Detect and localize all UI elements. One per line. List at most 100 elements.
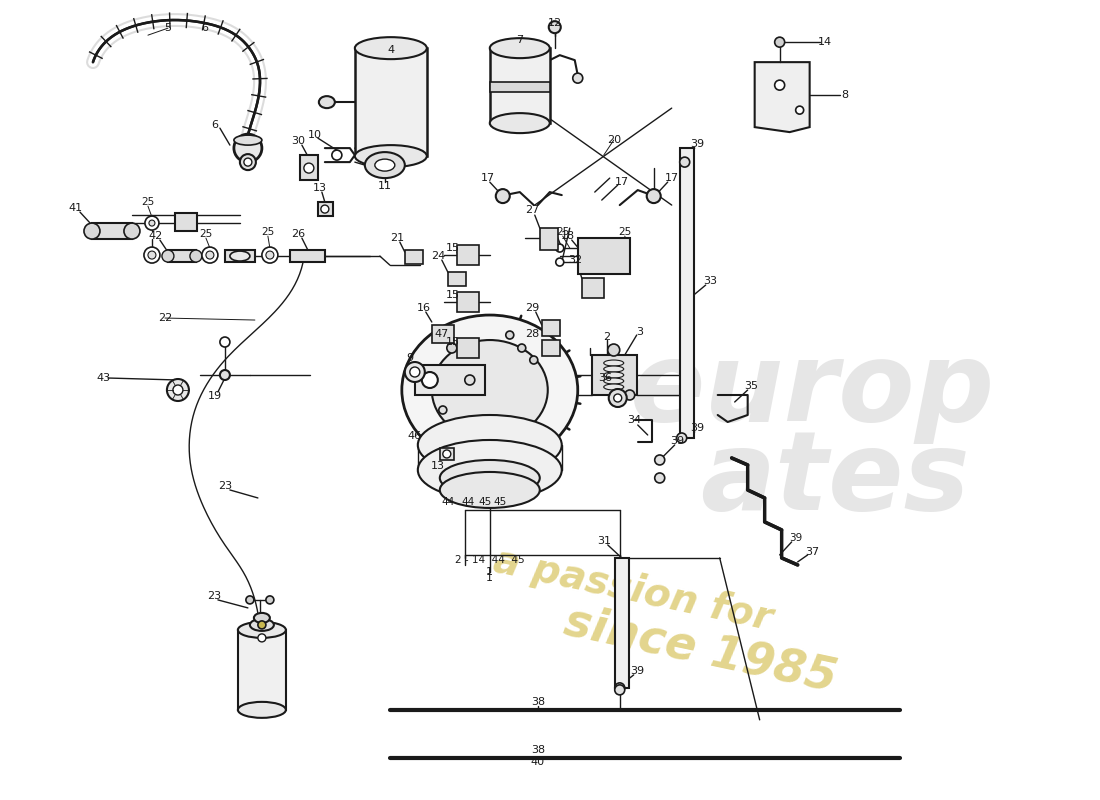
Bar (615, 558, 629, 688)
Ellipse shape (230, 251, 250, 261)
Text: 28: 28 (525, 329, 539, 339)
Bar (92, 223, 132, 239)
Bar (448, 272, 465, 286)
Circle shape (220, 337, 230, 347)
Text: 23: 23 (218, 481, 232, 491)
Circle shape (549, 21, 561, 33)
Circle shape (774, 37, 784, 47)
Text: 5: 5 (164, 23, 172, 33)
Bar (490, 48, 550, 123)
Bar (238, 630, 286, 710)
Circle shape (625, 390, 635, 400)
Bar (540, 228, 558, 250)
Circle shape (496, 189, 509, 203)
Circle shape (607, 344, 619, 356)
Text: 25: 25 (262, 227, 275, 237)
Ellipse shape (604, 378, 624, 384)
Text: 24: 24 (431, 251, 444, 261)
Text: 1: 1 (486, 573, 493, 583)
Text: 10: 10 (308, 130, 322, 140)
Text: 13: 13 (431, 461, 444, 471)
Text: 9: 9 (406, 353, 414, 363)
Ellipse shape (375, 159, 395, 171)
Ellipse shape (418, 440, 562, 500)
Ellipse shape (162, 250, 174, 262)
Text: 32: 32 (568, 255, 582, 265)
Text: a passion for: a passion for (490, 542, 776, 638)
Text: 42: 42 (148, 231, 163, 241)
Text: 7: 7 (516, 35, 524, 45)
Ellipse shape (206, 251, 213, 259)
Ellipse shape (355, 145, 427, 167)
Circle shape (608, 389, 627, 407)
Ellipse shape (148, 220, 155, 226)
Circle shape (774, 80, 784, 90)
Circle shape (332, 150, 342, 160)
Ellipse shape (250, 619, 274, 631)
Ellipse shape (440, 472, 540, 508)
Text: 36: 36 (597, 373, 612, 383)
Circle shape (654, 455, 664, 465)
Ellipse shape (418, 415, 562, 475)
Circle shape (257, 634, 266, 642)
Text: 17: 17 (615, 177, 629, 187)
Text: 45: 45 (478, 497, 492, 507)
Bar (456, 338, 478, 358)
Text: 21: 21 (389, 233, 404, 243)
Ellipse shape (124, 223, 140, 239)
Circle shape (530, 356, 538, 364)
Text: 29: 29 (525, 303, 539, 313)
Bar (318, 202, 333, 216)
Text: 3: 3 (636, 327, 644, 337)
Text: 25: 25 (141, 197, 155, 207)
Text: 45: 45 (493, 497, 506, 507)
Text: 34: 34 (628, 415, 641, 425)
Text: 25: 25 (557, 227, 570, 237)
Circle shape (220, 370, 230, 380)
Circle shape (266, 596, 274, 604)
Bar (542, 340, 560, 356)
Circle shape (173, 385, 183, 395)
Ellipse shape (604, 360, 624, 366)
Text: 33: 33 (703, 276, 717, 286)
Circle shape (304, 163, 313, 173)
Circle shape (615, 683, 625, 693)
Circle shape (556, 258, 564, 266)
Ellipse shape (432, 340, 548, 440)
Ellipse shape (234, 135, 262, 145)
Text: 39: 39 (691, 423, 705, 433)
Text: 4: 4 (387, 45, 395, 55)
Ellipse shape (238, 622, 286, 638)
Text: 15: 15 (446, 290, 460, 300)
Circle shape (506, 331, 514, 339)
Bar (592, 355, 637, 395)
Bar (168, 250, 196, 262)
Text: 20: 20 (607, 135, 620, 145)
Ellipse shape (319, 96, 334, 108)
Ellipse shape (234, 134, 262, 162)
Text: 22: 22 (157, 313, 172, 323)
Text: 43: 43 (97, 373, 111, 383)
Text: 37: 37 (805, 547, 820, 557)
Text: 26: 26 (290, 229, 305, 239)
Bar (224, 250, 255, 262)
Circle shape (795, 106, 804, 114)
Circle shape (321, 205, 329, 213)
Circle shape (647, 189, 661, 203)
Ellipse shape (254, 613, 270, 623)
Text: 38: 38 (530, 745, 544, 755)
Text: 2 - 14  44  45: 2 - 14 44 45 (455, 555, 525, 565)
Text: europ: europ (629, 337, 994, 443)
Text: 6: 6 (211, 120, 219, 130)
Bar (355, 48, 427, 156)
Ellipse shape (355, 37, 427, 59)
Circle shape (405, 362, 425, 382)
Text: 27: 27 (525, 205, 539, 215)
Text: 39: 39 (691, 139, 705, 149)
Bar (300, 155, 318, 180)
Bar (490, 82, 550, 92)
Circle shape (614, 394, 622, 402)
Text: 17: 17 (664, 173, 679, 183)
Text: 8: 8 (842, 90, 848, 100)
Bar (582, 278, 604, 298)
